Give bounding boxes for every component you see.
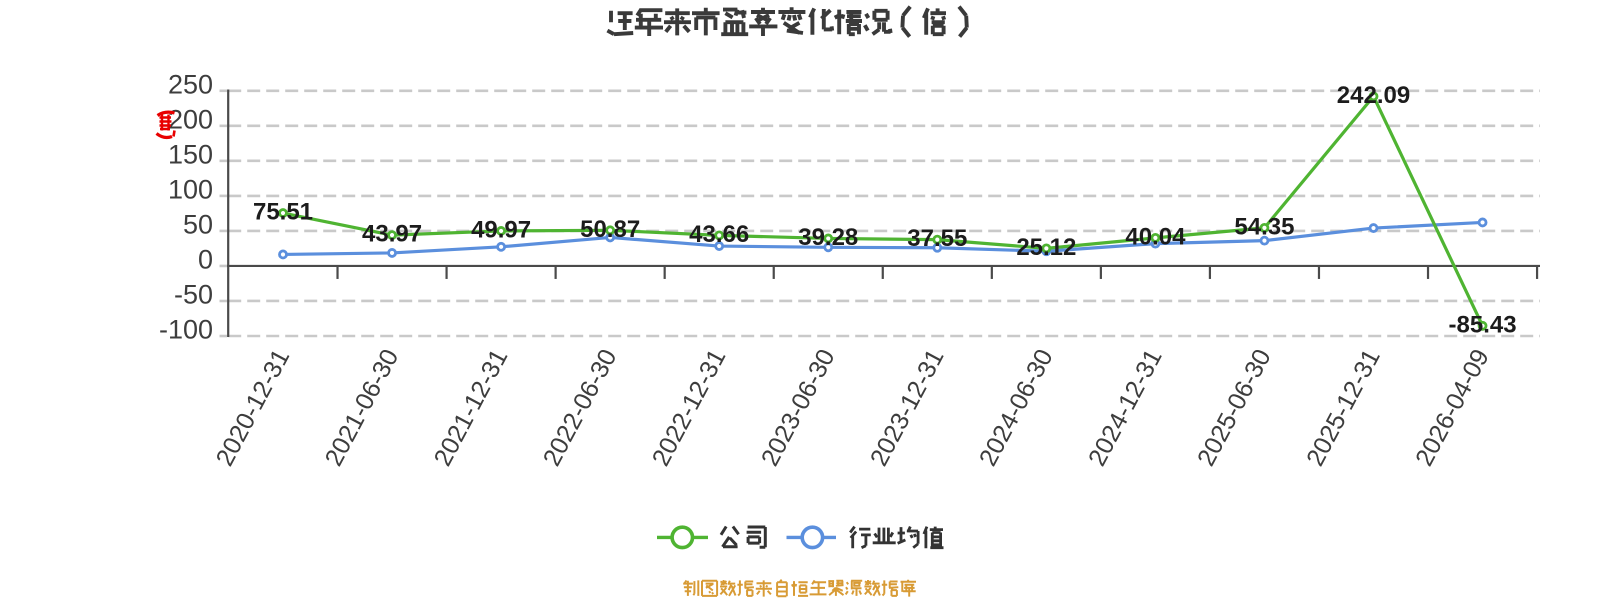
svg-text:100: 100: [168, 175, 213, 205]
svg-text:25.12: 25.12: [1016, 234, 1076, 261]
svg-text:150: 150: [168, 140, 213, 170]
svg-text:-85.43: -85.43: [1449, 311, 1517, 338]
svg-text:0: 0: [198, 245, 213, 275]
svg-text:54.35: 54.35: [1234, 213, 1294, 240]
svg-text:250: 250: [168, 70, 213, 100]
svg-text:37.55: 37.55: [907, 225, 967, 252]
svg-text:49.97: 49.97: [471, 217, 531, 244]
svg-text:-50: -50: [174, 280, 213, 310]
svg-text:-100: -100: [159, 315, 213, 345]
svg-text:200: 200: [168, 105, 213, 135]
svg-text:50: 50: [183, 210, 213, 240]
svg-text:43.66: 43.66: [689, 221, 749, 248]
svg-text:40.04: 40.04: [1125, 224, 1186, 251]
svg-text:242.09: 242.09: [1337, 82, 1410, 109]
svg-text:39.28: 39.28: [798, 224, 858, 251]
svg-text:50.87: 50.87: [580, 216, 640, 243]
svg-text:43.97: 43.97: [362, 221, 422, 248]
svg-text:75.51: 75.51: [253, 199, 313, 226]
